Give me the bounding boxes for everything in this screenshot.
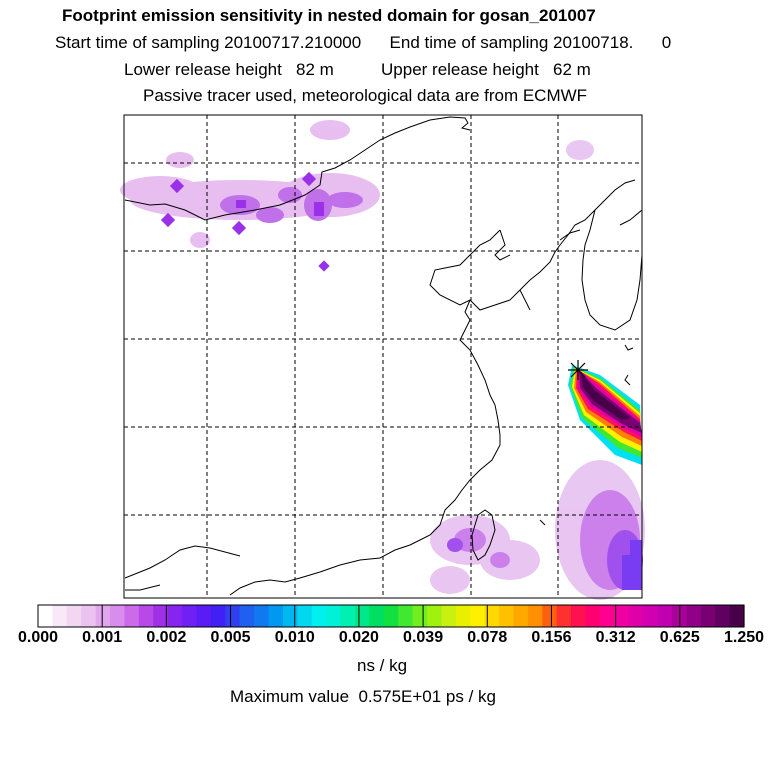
colorbar-swatch	[657, 605, 673, 627]
colorbar-swatch	[340, 605, 356, 627]
colorbar-swatch	[412, 605, 428, 627]
colorbar-swatch	[52, 605, 68, 627]
colorbar-swatch	[470, 605, 486, 627]
colorbar-tick-label: 0.000	[17, 629, 59, 646]
lat-lon-grid	[124, 115, 642, 598]
colorbar-swatch	[81, 605, 97, 627]
colorbar-tick-label: 0.020	[338, 629, 379, 646]
tracer-info-line: Passive tracer used, meteorological data…	[143, 86, 588, 105]
colorbar-tick-label: 0.078	[467, 629, 508, 646]
colorbar-tick-label: 0.039	[403, 629, 444, 646]
colorbar-swatch	[153, 605, 169, 627]
colorbar-swatch	[369, 605, 385, 627]
colorbar-swatch	[542, 605, 558, 627]
colorbar-swatch	[643, 605, 659, 627]
colorbar-swatch	[571, 605, 587, 627]
colorbar-swatch	[239, 605, 255, 627]
colorbar-tick-label: 0.010	[274, 629, 315, 646]
colorbar-swatch	[196, 605, 212, 627]
release-height-line: Lower release height 82 m Upper release …	[124, 60, 591, 79]
colorbar-swatch	[556, 605, 572, 627]
colorbar-swatch	[182, 605, 198, 627]
colorbar-swatch	[354, 605, 370, 627]
colorbar-swatch	[585, 605, 601, 627]
colorbar-swatch	[225, 605, 241, 627]
colorbar-swatch	[427, 605, 443, 627]
colorbar-swatch	[628, 605, 644, 627]
colorbar-swatch	[268, 605, 284, 627]
colorbar-swatch	[282, 605, 298, 627]
sensitivity-field	[120, 120, 645, 600]
maximum-value-text: Maximum value 0.575E+01 ps / kg	[230, 687, 496, 706]
colorbar-swatch	[95, 605, 111, 627]
colorbar-swatch	[715, 605, 731, 627]
colorbar-swatch	[527, 605, 543, 627]
colorbar-swatch	[441, 605, 457, 627]
colorbar-units: ns / kg	[357, 656, 408, 675]
colorbar-tick-label: 0.625	[659, 629, 700, 646]
colorbar-swatch	[513, 605, 529, 627]
colorbar-tick-label: 0.312	[595, 629, 636, 646]
colorbar-tick-label: 0.156	[531, 629, 572, 646]
colorbar-swatch	[455, 605, 471, 627]
colorbar-swatch	[383, 605, 399, 627]
colorbar-swatch	[599, 605, 615, 627]
colorbar-tick-label: 0.005	[210, 629, 251, 646]
colorbar-swatch	[484, 605, 500, 627]
coastlines	[124, 116, 643, 596]
colorbar-swatch	[38, 605, 54, 627]
receptor-marker	[568, 360, 588, 380]
colorbar-tick-label: 1.250	[723, 629, 765, 646]
colorbar-swatch	[254, 605, 270, 627]
colorbar-tick-label: 0.002	[146, 629, 187, 646]
colorbar-swatch	[326, 605, 342, 627]
colorbar-swatch	[124, 605, 140, 627]
colorbar-swatch	[700, 605, 716, 627]
colorbar-swatch	[499, 605, 515, 627]
colorbar-swatch	[614, 605, 630, 627]
colorbar-swatch	[167, 605, 183, 627]
colorbar-tick-label: 0.001	[82, 629, 123, 646]
colorbar-swatch	[398, 605, 414, 627]
plot-title: Footprint emission sensitivity in nested…	[62, 6, 596, 25]
colorbar-swatch	[729, 605, 745, 627]
colorbar-swatch	[110, 605, 126, 627]
map-frame	[123, 114, 643, 599]
colorbar-swatch	[66, 605, 82, 627]
sampling-time-line: Start time of sampling 20100717.210000 E…	[55, 33, 672, 52]
colorbar-swatch	[138, 605, 154, 627]
colorbar-swatch	[686, 605, 702, 627]
colorbar-swatch	[311, 605, 327, 627]
colorbar-swatch	[297, 605, 313, 627]
colorbar-swatch	[210, 605, 226, 627]
colorbar	[37, 604, 745, 628]
